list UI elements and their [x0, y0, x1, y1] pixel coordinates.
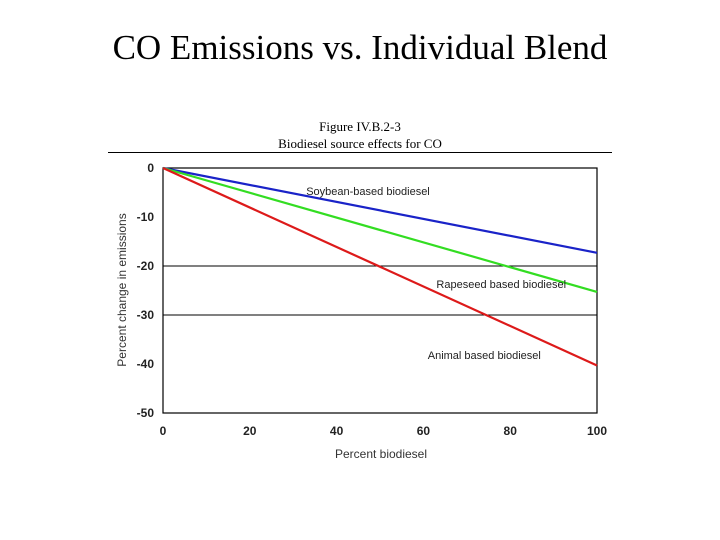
rapeseed-based-biodiesel-label: Rapeseed based biodiesel — [436, 279, 566, 291]
animal-based-biodiesel-label: Animal based biodiesel — [428, 350, 541, 362]
y-tick-label: -40 — [137, 357, 155, 371]
slide-title: CO Emissions vs. Individual Blend — [112, 28, 608, 67]
caption-divider — [108, 152, 612, 153]
figure-caption: Biodiesel source effects for CO — [278, 136, 442, 151]
soybean-based-biodiesel-line — [162, 166, 598, 254]
x-tick-label: 80 — [504, 424, 518, 438]
y-tick-labels: 0 -10 -20 -30 -40 -50 — [137, 161, 155, 420]
x-tick-labels: 0 20 40 60 80 100 — [160, 424, 608, 438]
soybean-based-biodiesel-label: Soybean-based biodiesel — [306, 186, 430, 198]
x-axis-label: Percent biodiesel — [335, 447, 427, 461]
x-tick-label: 20 — [243, 424, 257, 438]
y-tick-label: -10 — [137, 210, 155, 224]
y-tick-label: -30 — [137, 308, 155, 322]
figure-number: Figure IV.B.2-3 — [319, 119, 401, 134]
y-tick-label: -20 — [137, 259, 155, 273]
y-axis-label: Percent change in emissions — [115, 213, 129, 366]
y-tick-label: 0 — [147, 161, 154, 175]
x-tick-label: 60 — [417, 424, 431, 438]
series-lines — [162, 166, 598, 367]
x-tick-label: 100 — [587, 424, 607, 438]
rapeseed-based-biodiesel-line — [162, 166, 598, 294]
plot-frame — [162, 167, 598, 414]
x-tick-label: 40 — [330, 424, 344, 438]
x-tick-label: 0 — [160, 424, 167, 438]
series-labels: Soybean-based biodiesel Rapeseed based bi… — [306, 186, 566, 362]
y-tick-label: -50 — [137, 406, 155, 420]
animal-based-biodiesel-line — [162, 166, 598, 367]
